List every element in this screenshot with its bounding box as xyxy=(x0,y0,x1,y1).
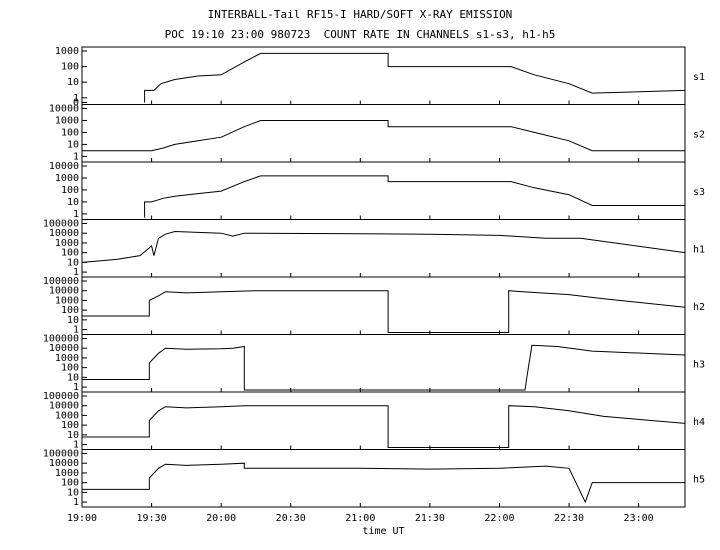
y-tick-label: 1000 xyxy=(55,46,79,57)
y-tick-label: 1 xyxy=(73,440,79,451)
y-tick-label: 10000 xyxy=(49,401,79,412)
y-tick-label: 1 xyxy=(73,325,79,336)
series-line-s2 xyxy=(82,120,685,152)
series-line-h3 xyxy=(82,344,686,391)
series-line-h2 xyxy=(82,290,686,333)
y-tick-label: 1000 xyxy=(55,173,79,184)
y-tick-label: 100 xyxy=(61,478,79,489)
panel-frame xyxy=(81,276,686,335)
y-tick-label: 1000 xyxy=(55,410,79,421)
y-tick-label: 100 xyxy=(61,127,79,138)
series-label-h3: h3 xyxy=(693,359,705,370)
y-tick-label: 100 xyxy=(61,305,79,316)
series-label-h2: h2 xyxy=(693,302,705,313)
y-tick-label: 100000 xyxy=(43,334,79,345)
x-tick-label: 22:00 xyxy=(484,513,514,524)
series-line-s1 xyxy=(144,52,686,103)
x-tick-label: 20:30 xyxy=(276,513,306,524)
panel-frame xyxy=(81,449,686,508)
chart-title: INTERBALL-Tail RF15-I HARD/SOFT X-RAY EM… xyxy=(207,8,513,21)
series-label-s2: s2 xyxy=(693,129,705,140)
y-tick-label: 1000 xyxy=(55,115,79,126)
y-tick-label: 0 xyxy=(73,98,79,109)
y-tick-label: 100 xyxy=(61,62,79,73)
y-tick-label: 1000 xyxy=(55,238,79,249)
y-tick-label: 10000 xyxy=(49,228,79,239)
series-label-h1: h1 xyxy=(693,244,705,255)
y-tick-label: 10000 xyxy=(49,161,79,172)
panel-frame xyxy=(81,334,686,393)
series-line-s3 xyxy=(144,175,685,218)
x-tick-label: 21:00 xyxy=(345,513,375,524)
x-tick-label: 19:00 xyxy=(67,513,97,524)
y-tick-label: 1 xyxy=(73,382,79,393)
y-tick-label: 10000 xyxy=(49,343,79,354)
panel-frame xyxy=(81,219,686,278)
y-tick-label: 100000 xyxy=(43,449,79,460)
y-tick-label: 10 xyxy=(67,77,79,88)
y-tick-label: 10 xyxy=(67,139,79,150)
y-tick-label: 10 xyxy=(67,315,79,326)
y-tick-label: 100000 xyxy=(43,391,79,402)
y-tick-label: 10000 xyxy=(49,458,79,469)
y-tick-label: 100000 xyxy=(43,276,79,287)
chart-subtitle: POC 19:10 23:00 980723 COUNT RATE IN CHA… xyxy=(164,28,556,41)
series-line-h1 xyxy=(81,230,686,263)
series-line-h5 xyxy=(82,462,685,504)
y-tick-label: 10 xyxy=(67,257,79,268)
panel-frame xyxy=(81,104,686,163)
y-tick-label: 1 xyxy=(73,497,79,508)
y-tick-label: 1 xyxy=(73,93,79,104)
x-tick-label: 20:00 xyxy=(206,513,236,524)
series-label-s3: s3 xyxy=(693,187,705,198)
y-tick-label: 10 xyxy=(67,487,79,498)
y-tick-label: 1 xyxy=(73,267,79,278)
y-tick-label: 100 xyxy=(61,363,79,374)
panel-frame xyxy=(81,391,686,450)
y-tick-label: 1000 xyxy=(55,295,79,306)
series-label-s1: s1 xyxy=(693,72,705,83)
y-tick-label: 100000 xyxy=(43,219,79,230)
y-tick-label: 10000 xyxy=(49,286,79,297)
series-label-h4: h4 xyxy=(693,417,705,428)
x-tick-label: 22:30 xyxy=(554,513,584,524)
x-tick-label: 19:30 xyxy=(137,513,167,524)
y-tick-label: 100 xyxy=(61,185,79,196)
y-tick-label: 1 xyxy=(73,151,79,162)
series-line-h4 xyxy=(82,405,686,448)
panel-frame xyxy=(81,161,686,220)
y-tick-label: 10 xyxy=(67,372,79,383)
y-tick-label: 10 xyxy=(67,430,79,441)
y-tick-label: 1000 xyxy=(55,468,79,479)
x-tick-label: 21:30 xyxy=(415,513,445,524)
y-tick-label: 10000 xyxy=(49,104,79,115)
x-axis-label: time UT xyxy=(362,526,404,537)
y-tick-label: 1 xyxy=(73,209,79,220)
y-tick-label: 100 xyxy=(61,420,79,431)
series-label-h5: h5 xyxy=(693,474,705,485)
y-tick-label: 10 xyxy=(67,197,79,208)
panel-frame xyxy=(81,46,686,105)
y-tick-label: 100 xyxy=(61,248,79,259)
x-tick-label: 23:00 xyxy=(624,513,654,524)
y-tick-label: 1000 xyxy=(55,353,79,364)
